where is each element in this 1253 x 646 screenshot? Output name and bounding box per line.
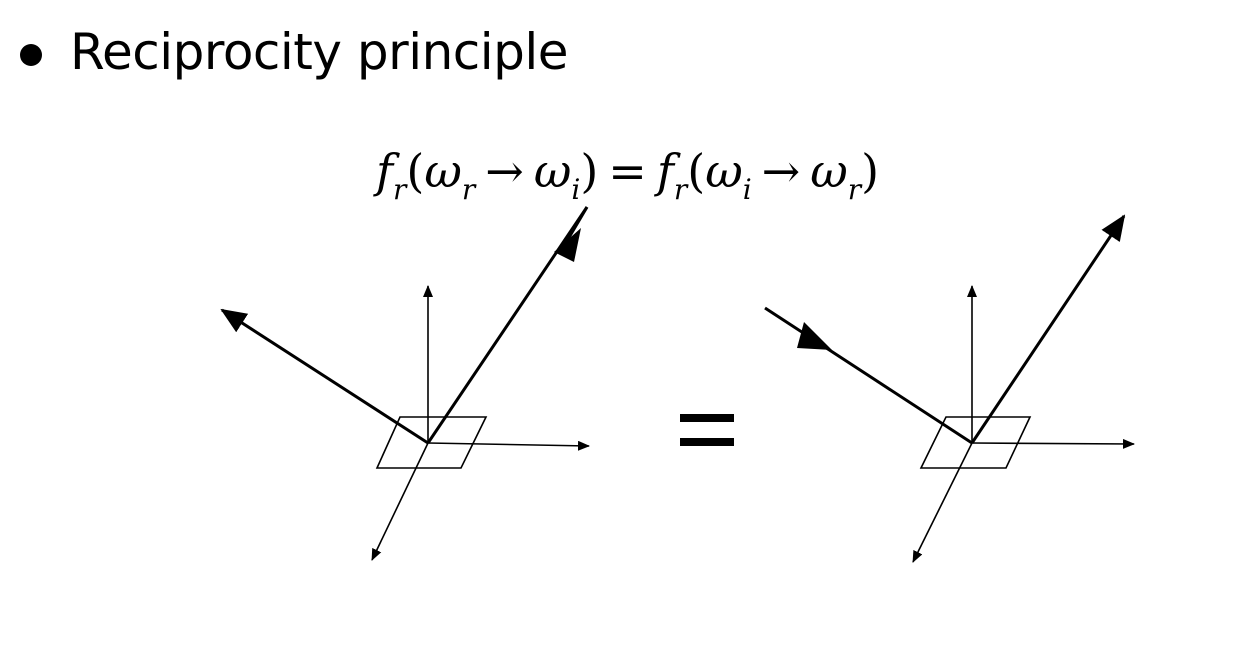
right-incoming-ray	[764, 306, 973, 445]
rhs-close-paren: )	[861, 144, 880, 198]
lhs-to-subscript: i	[571, 173, 581, 206]
lhs-open-paren: (	[406, 144, 425, 198]
lhs-from-omega: ω	[424, 144, 462, 198]
right-outgoing-ray	[970, 214, 1126, 444]
reciprocity-equation: fr(ωr → ωi) = fr(ωi → ωr)	[376, 136, 1036, 206]
left-incoming-arrowhead	[554, 228, 581, 262]
bullet-dot-icon	[20, 44, 42, 66]
right-bitangent-axis	[912, 442, 973, 563]
rhs-arrow: →	[761, 144, 801, 198]
left-incoming-ray	[426, 206, 589, 444]
right-incoming-arrowhead	[797, 322, 832, 350]
equals-bottom-bar	[680, 438, 734, 446]
rhs-from-subscript: i	[742, 173, 752, 206]
left-outgoing-ray	[220, 308, 429, 445]
rhs-to-omega: ω	[810, 144, 848, 198]
right-surface-patch	[919, 416, 1032, 469]
equals-top-bar	[680, 414, 734, 422]
left-surface-patch	[375, 416, 488, 469]
lhs-from-subscript: r	[461, 173, 476, 206]
left-bitangent-axis	[371, 442, 429, 561]
left-tangent-axis	[427, 440, 590, 451]
lhs-function: f	[376, 144, 394, 198]
bullet-item: Reciprocity principle	[20, 22, 569, 82]
lhs-arrow: →	[485, 144, 524, 198]
diagram-equals-sign	[680, 412, 734, 448]
right-tangent-axis	[971, 438, 1135, 449]
rhs-open-paren: (	[687, 144, 706, 198]
bullet-text: Reciprocity principle	[70, 23, 569, 81]
left-brdf-diagram	[220, 206, 590, 561]
rhs-function-subscript: r	[673, 173, 688, 206]
rhs-from-omega: ω	[705, 144, 743, 198]
equation-equals: =	[608, 144, 647, 198]
rhs-to-subscript: r	[847, 173, 862, 206]
rhs-function: f	[656, 144, 674, 198]
lhs-function-subscript: r	[393, 173, 407, 206]
lhs-to-omega: ω	[533, 144, 572, 198]
lhs-close-paren: )	[580, 144, 599, 198]
right-brdf-diagram	[764, 214, 1135, 563]
